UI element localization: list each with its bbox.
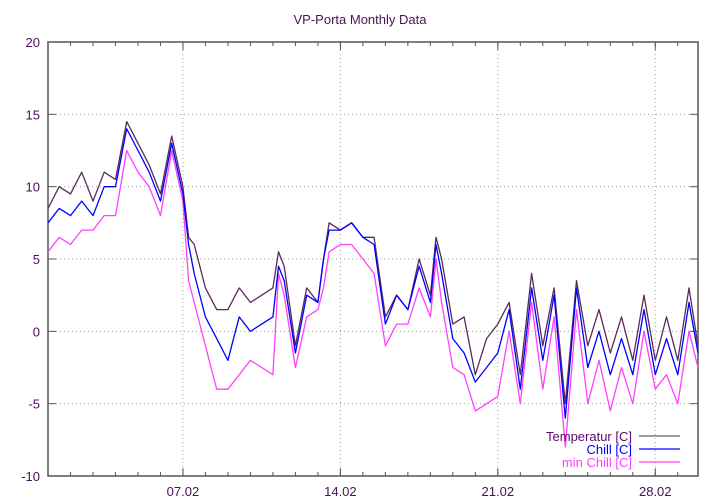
legend-label: Temperatur [C]	[546, 429, 632, 444]
series-group	[47, 120, 699, 448]
plot-frame	[47, 41, 699, 477]
grid	[48, 42, 698, 476]
legend-label: Chill [C]	[586, 442, 632, 457]
legend-label: min Chill [C]	[562, 455, 632, 470]
y-tick-label: 0	[33, 324, 40, 339]
axes: -10 -5 0 5 10 15 20 07.02 14.02 21.02 28.02	[21, 35, 699, 499]
legend: Temperatur [C]Chill [C]min Chill [C]	[546, 429, 680, 470]
y-tick-label: 5	[33, 252, 40, 267]
y-tick-label: 10	[26, 180, 40, 195]
y-tick-label: 20	[26, 35, 40, 50]
series-line-min-chill-c	[47, 149, 699, 448]
x-tick-label: 28.02	[639, 484, 672, 499]
y-tick-label: 15	[26, 107, 40, 122]
series-line-chill-c	[47, 128, 699, 419]
y-tick-label: -5	[28, 397, 40, 412]
chart-title: VP-Porta Monthly Data	[294, 12, 428, 27]
x-tick-label: 14.02	[324, 484, 357, 499]
y-tick-label: -10	[21, 469, 40, 484]
x-tick-label: 07.02	[167, 484, 200, 499]
x-tick-label: 21.02	[482, 484, 515, 499]
